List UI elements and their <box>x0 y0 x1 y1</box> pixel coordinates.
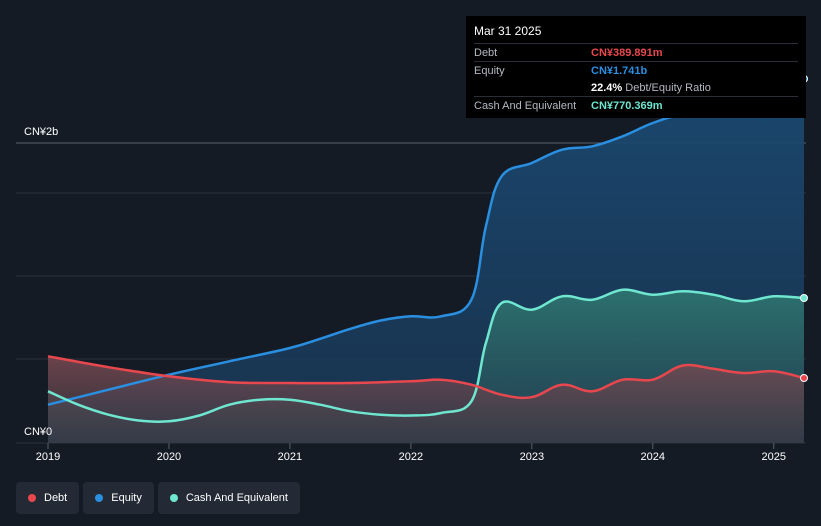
x-tick-label: 2021 <box>278 451 302 463</box>
tooltip-row-ratio: 22.4% Debt/Equity Ratio <box>474 79 798 96</box>
chart-legend: Debt Equity Cash And Equivalent <box>16 482 300 514</box>
legend-item-equity[interactable]: Equity <box>83 482 154 514</box>
hover-tooltip: Mar 31 2025 Debt CN¥389.891m Equity CN¥1… <box>466 16 806 118</box>
tooltip-ratio-label: Debt/Equity Ratio <box>625 81 711 94</box>
cash-dot-icon <box>169 494 178 502</box>
debt-dot-icon <box>28 494 36 502</box>
legend-label-debt: Debt <box>44 492 68 504</box>
cash-endpoint <box>800 294 808 302</box>
x-tick-label: 2024 <box>641 451 665 463</box>
cash-line <box>47 288 805 424</box>
x-tick-label: 2020 <box>157 451 181 463</box>
x-axis: 2019 2020 2021 2022 2023 2024 2025 <box>36 443 786 463</box>
debt-area <box>48 356 804 443</box>
tooltip-cash-value: CN¥770.369m <box>591 99 663 112</box>
series-areas <box>48 78 804 444</box>
tooltip-equity-label: Equity <box>474 64 505 77</box>
y-tick-label-top: CN¥2b <box>24 126 58 138</box>
tooltip-equity-value: CN¥1.741b <box>591 64 648 77</box>
legend-item-cash[interactable]: Cash And Equivalent <box>157 482 300 514</box>
tooltip-row-equity: Equity CN¥1.741b <box>474 61 798 79</box>
debt-endpoint <box>800 374 808 382</box>
tooltip-debt-value: CN¥389.891m <box>591 46 663 59</box>
legend-label-cash: Cash And Equivalent <box>185 492 288 504</box>
equity-dot-icon <box>95 494 104 502</box>
x-tick-label: 2022 <box>399 451 423 463</box>
tooltip-row-cash: Cash And Equivalent CN¥770.369m <box>474 96 798 114</box>
x-tick-label: 2025 <box>762 451 786 463</box>
legend-label-equity: Equity <box>111 492 142 504</box>
x-tick-label: 2019 <box>36 451 60 463</box>
tooltip-ratio-value: 22.4% <box>591 81 623 94</box>
legend-item-debt[interactable]: Debt <box>16 482 80 514</box>
tooltip-date: Mar 31 2025 <box>474 24 542 38</box>
tooltip-cash-label: Cash And Equivalent <box>474 99 577 112</box>
debt-line <box>47 355 805 400</box>
tooltip-row-debt: Debt CN¥389.891m <box>474 43 798 61</box>
tooltip-debt-label: Debt <box>474 46 498 59</box>
x-tick-label: 2023 <box>520 451 544 463</box>
y-tick-label-zero: CN¥0 <box>24 426 52 438</box>
